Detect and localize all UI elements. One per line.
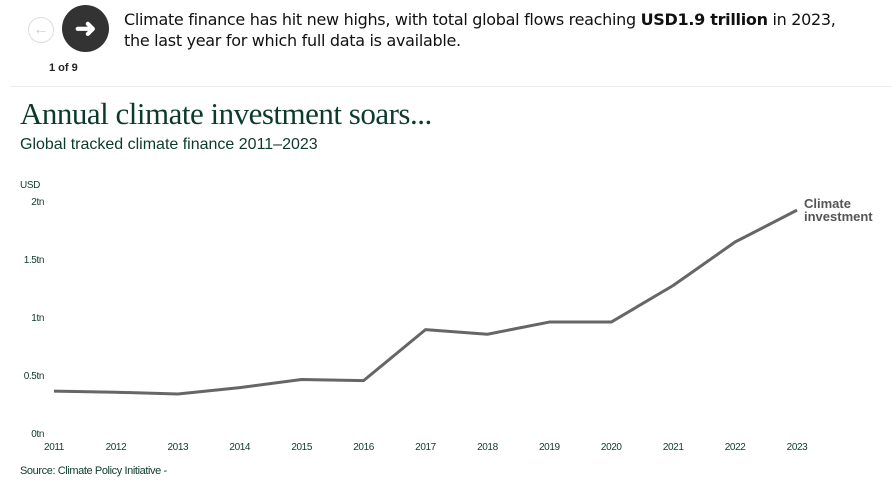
y-axis-unit: USD — [20, 180, 40, 191]
next-button[interactable]: ➜ — [62, 5, 109, 52]
x-tick-label: 2022 — [725, 442, 746, 453]
chart-subtitle: Global tracked climate finance 2011–2023 — [20, 136, 318, 153]
y-tick-label: 0.5tn — [24, 371, 44, 382]
divider — [10, 86, 892, 87]
arrow-left-icon: ← — [33, 21, 49, 38]
slide-counter: 1 of 9 — [49, 62, 78, 74]
series-label: Climate investment — [804, 196, 873, 224]
chart-title: Annual climate investment soars... — [20, 96, 432, 131]
x-tick-label: 2014 — [229, 442, 250, 453]
x-tick-label: 2018 — [477, 442, 498, 453]
x-tick-label: 2012 — [106, 442, 127, 453]
source-note: Source: Climate Policy Initiative - — [20, 465, 167, 477]
arrow-right-icon: ➜ — [74, 13, 97, 43]
x-tick-label: 2020 — [601, 442, 622, 453]
x-tick-label: 2017 — [415, 442, 436, 453]
x-tick-label: 2011 — [44, 442, 65, 453]
y-tick-label: 0tn — [31, 429, 44, 440]
x-tick-label: 2021 — [663, 442, 684, 453]
y-tick-label: 1tn — [31, 313, 44, 324]
x-tick-label: 2023 — [787, 442, 808, 453]
intro-text: Climate finance has hit new highs, with … — [124, 10, 836, 50]
previous-button[interactable]: ← — [28, 17, 54, 43]
x-tick-label: 2013 — [168, 442, 189, 453]
y-tick-label: 2tn — [31, 197, 44, 208]
series-line — [53, 208, 798, 396]
x-tick-label: 2015 — [291, 442, 312, 453]
y-tick-label: 1.5tn — [24, 255, 44, 266]
x-tick-label: 2016 — [353, 442, 374, 453]
x-tick-label: 2019 — [539, 442, 560, 453]
